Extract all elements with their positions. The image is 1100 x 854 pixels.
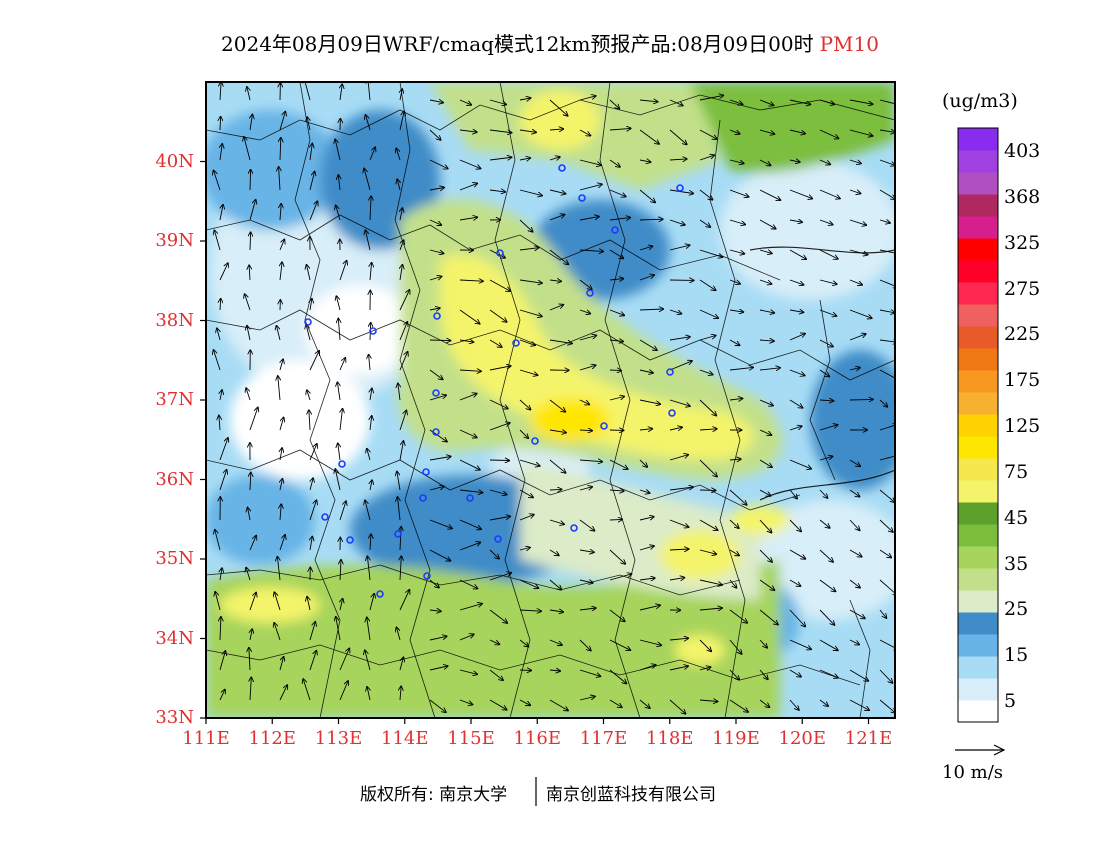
colorbar-swatch [958,458,998,481]
lat-label: 38N [150,310,194,331]
wind-arrow [490,460,509,461]
colorbar-swatch [958,436,998,459]
wind-arrow [220,117,221,130]
colorbar-label: 5 [1004,690,1016,712]
wind-legend-arrow [955,745,1004,755]
colorbar-swatch [958,546,998,569]
lon-label: 114E [375,728,435,749]
colorbar-swatch [958,656,998,679]
wind-arrow [250,170,251,190]
colorbar-label: 403 [1004,140,1040,162]
lon-label: 111E [176,728,236,749]
lat-label: 36N [150,469,194,490]
colorbar-swatch [958,392,998,415]
colorbar-swatch [958,282,998,305]
lon-label: 112E [242,728,302,749]
colorbar-swatch [958,326,998,349]
wind-arrow [610,519,622,520]
colorbar-swatch [958,678,998,701]
credit-left: 版权所有: 南京大学 [360,780,507,805]
colorbar-swatch [958,700,998,723]
colorbar-swatch [958,370,998,393]
colorbar-label: 175 [1004,369,1040,391]
lat-label: 39N [150,230,194,251]
lon-label: 113E [309,728,369,749]
colorbar-swatch [958,414,998,437]
lat-label: 34N [150,628,194,649]
lat-label: 40N [150,151,194,172]
colorbar-swatch [958,304,998,327]
colorbar-label: 125 [1004,415,1040,437]
colorbar-label: 275 [1004,278,1040,300]
lon-label: 120E [772,728,832,749]
colorbar-swatch [958,348,998,371]
lon-label: 119E [706,728,766,749]
colorbar-swatch [958,524,998,547]
lat-label: 35N [150,548,194,569]
lon-label: 117E [574,728,634,749]
colorbar-swatch [958,216,998,239]
wind-arrow [850,399,873,400]
colorbar-label: 225 [1004,323,1040,345]
colorbar-swatch [958,172,998,195]
lon-label: 118E [640,728,700,749]
colorbar-unit: (ug/m3) [942,90,1018,112]
colorbar-swatch [958,612,998,635]
colorbar-label: 25 [1004,598,1028,620]
wind-arrow [610,370,621,371]
wind-arrow [430,340,450,341]
colorbar [958,128,998,723]
colorbar-swatch [958,634,998,657]
colorbar-swatch [958,150,998,173]
colorbar-swatch [958,590,998,613]
colorbar-label: 15 [1004,644,1028,666]
colorbar-swatch [958,502,998,525]
colorbar-swatch [958,260,998,283]
colorbar-label: 45 [1004,507,1028,529]
colorbar-swatch [958,194,998,217]
concentration-field [200,79,910,719]
colorbar-swatch [958,480,998,503]
colorbar-swatch [958,128,998,151]
wind-arrow [250,232,251,250]
colorbar-label: 35 [1004,553,1028,575]
lat-label: 33N [150,707,194,728]
lon-label: 116E [507,728,567,749]
colorbar-label: 368 [1004,186,1040,208]
colorbar-swatch [958,568,998,591]
wind-legend-label: 10 m/s [942,762,1003,783]
colorbar-swatch [958,238,998,261]
credit-right: 南京创蓝科技有限公司 [546,780,716,805]
colorbar-label: 325 [1004,232,1040,254]
lat-label: 37N [150,389,194,410]
wind-arrow [550,489,562,490]
lon-label: 115E [441,728,501,749]
lon-label: 121E [839,728,899,749]
colorbar-label: 75 [1004,461,1028,483]
